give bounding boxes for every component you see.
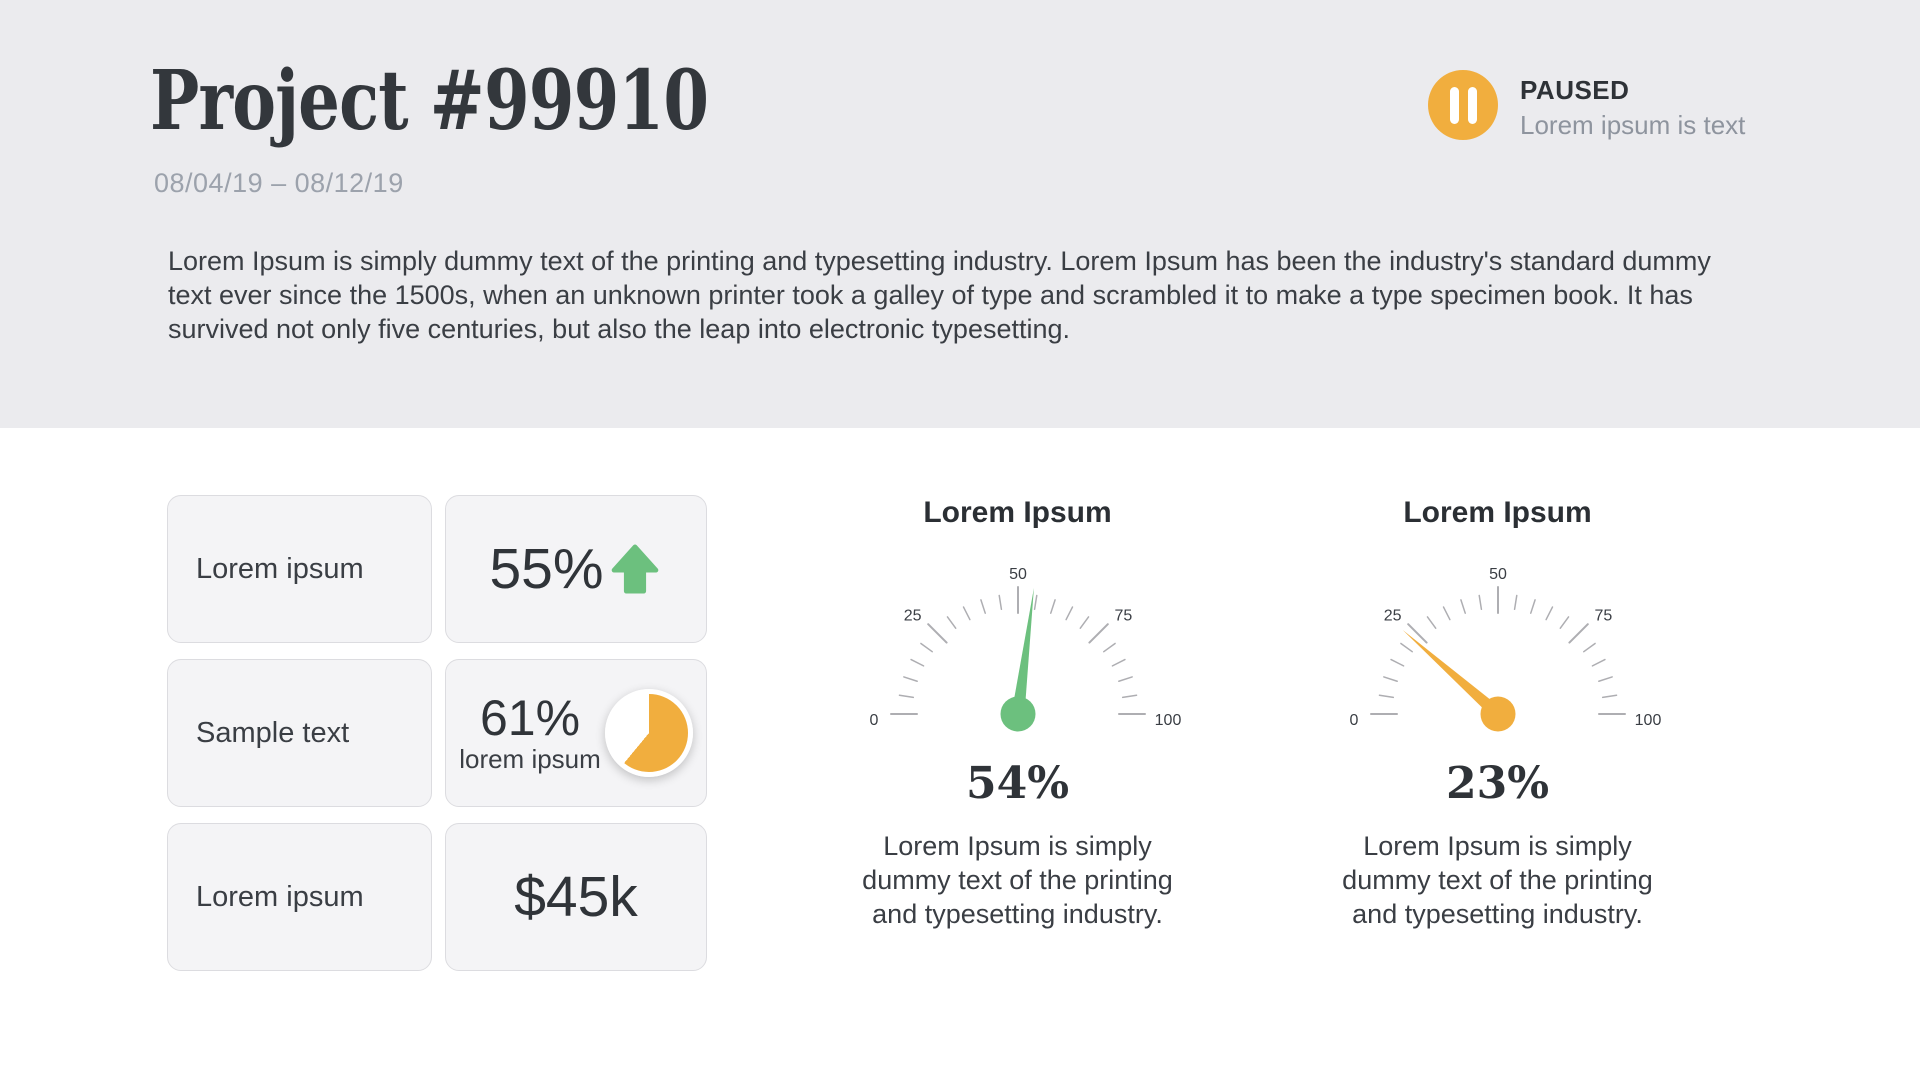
stat-value-card: 55% bbox=[445, 495, 707, 643]
stat-value-block: 61% lorem ipsum bbox=[459, 691, 601, 775]
pie-chart bbox=[604, 689, 693, 777]
svg-text:25: 25 bbox=[903, 607, 921, 624]
gauge-title: Lorem Ipsum bbox=[1403, 496, 1592, 529]
status-sublabel: Lorem ipsum is text bbox=[1520, 110, 1746, 140]
pause-icon bbox=[1449, 86, 1477, 124]
gauge-chart: 0 25 50 75 100 bbox=[869, 566, 1181, 732]
svg-text:25: 25 bbox=[1383, 607, 1401, 624]
stat-label-card: Lorem ipsum bbox=[167, 495, 432, 643]
gauge-title: Lorem Ipsum bbox=[923, 496, 1112, 529]
stat-value: 61% bbox=[479, 690, 581, 746]
stat-label: Lorem ipsum bbox=[196, 552, 364, 585]
gauge-value: 54% bbox=[965, 758, 1070, 809]
stat-caption: lorem ipsum bbox=[459, 744, 601, 774]
stat-label: Sample text bbox=[196, 716, 350, 749]
svg-text:75: 75 bbox=[1114, 607, 1132, 624]
gauge-description: Lorem Ipsum is simply dummy text of the … bbox=[1342, 831, 1653, 929]
svg-text:50: 50 bbox=[1009, 566, 1027, 583]
stats-grid: Lorem ipsum 55% Sample text 61% lorem ip… bbox=[167, 495, 707, 971]
status-text: PAUSED Lorem ipsum is text bbox=[1520, 70, 1745, 141]
page-title: Project #99910 bbox=[150, 53, 709, 149]
svg-text:0: 0 bbox=[869, 712, 878, 729]
stat-label: Lorem ipsum bbox=[196, 880, 364, 913]
gauge-chart: 0 25 50 75 100 bbox=[1349, 566, 1661, 732]
pause-button[interactable] bbox=[1428, 70, 1498, 140]
project-description: Lorem Ipsum is simply dummy text of the … bbox=[168, 246, 1711, 344]
status-badge: PAUSED Lorem ipsum is text bbox=[1428, 70, 1745, 141]
svg-text:50: 50 bbox=[1489, 566, 1507, 583]
stat-value-card: 61% lorem ipsum bbox=[445, 659, 707, 807]
stat-value: 55% bbox=[489, 537, 604, 601]
gauge-panel: Lorem Ipsum 0 25 50 75 100 23% Lorem Ipsum i… bbox=[1315, 496, 1680, 931]
arrow-up-icon bbox=[611, 544, 658, 594]
stat-value-card: $45k bbox=[445, 823, 707, 971]
svg-text:100: 100 bbox=[1154, 712, 1181, 729]
date-range: 08/04/19 – 08/12/19 bbox=[154, 168, 404, 198]
gauge-value: 23% bbox=[1445, 758, 1550, 809]
gauge-panel: Lorem Ipsum 0 25 50 75 100 54% Lorem Ipsum i… bbox=[835, 496, 1200, 931]
svg-text:75: 75 bbox=[1594, 607, 1612, 624]
svg-text:100: 100 bbox=[1634, 712, 1661, 729]
gauge-description: Lorem Ipsum is simply dummy text of the … bbox=[862, 831, 1173, 929]
svg-text:0: 0 bbox=[1349, 712, 1358, 729]
stat-value: $45k bbox=[514, 865, 638, 929]
header-section: Project #99910 08/04/19 – 08/12/19 Lorem… bbox=[0, 0, 1920, 428]
status-label: PAUSED bbox=[1520, 75, 1630, 105]
stat-label-card: Lorem ipsum bbox=[167, 823, 432, 971]
stat-label-card: Sample text bbox=[167, 659, 432, 807]
